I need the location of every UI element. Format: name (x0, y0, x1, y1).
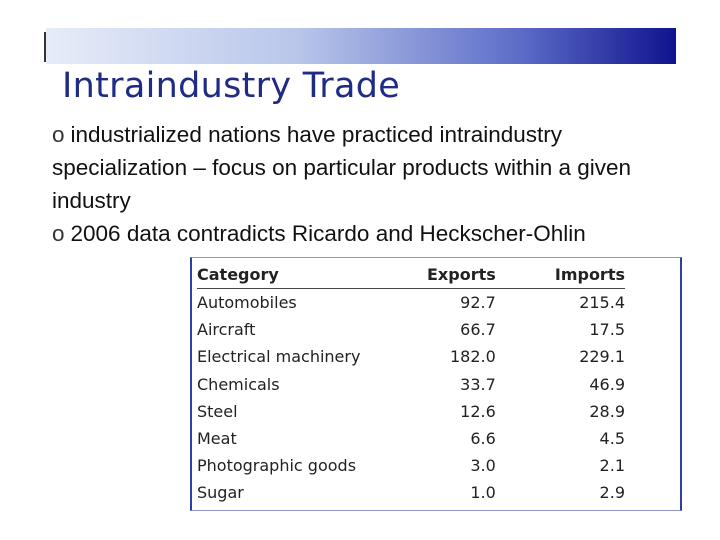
table-cell: 1.0 (470, 483, 496, 503)
table-cell: 12.6 (460, 401, 496, 421)
table-cell: 2.9 (599, 483, 625, 503)
header-bar (46, 28, 676, 64)
table-row: Aircraft 66.7 17.5 (197, 316, 625, 343)
table-cell: 92.7 (460, 293, 496, 313)
table-cell: 3.0 (470, 456, 496, 476)
table-cell: 33.7 (460, 374, 496, 394)
table-body: Automobiles 92.7 215.4 Aircraft 66.7 17.5 Elec… (197, 289, 625, 507)
slide-title: Intraindustry Trade (62, 66, 401, 106)
table-cell: 66.7 (460, 320, 496, 340)
table-cell: 6.6 (470, 429, 496, 449)
column-header: Imports (495, 260, 625, 289)
table: Category Exports Imports Automobiles 92.7 215… (197, 260, 625, 507)
bullet-text: 2006 data contradicts Ricardo and Hecksc… (70, 221, 586, 246)
table-row: Steel 12.6 28.9 (197, 398, 625, 425)
table-cell: 4.5 (599, 429, 625, 449)
table-cell: 17.5 (589, 320, 625, 340)
data-table: Category Exports Imports Automobiles 92.7 215… (190, 257, 682, 511)
table-cell: Electrical machinery (197, 347, 361, 367)
bullet-marker: o (52, 122, 65, 147)
table-cell: 229.1 (579, 347, 625, 367)
table-cell: 182.0 (449, 347, 496, 367)
table-row: Electrical machinery 182.0 229.1 (197, 343, 625, 370)
bullet-marker: o (52, 221, 65, 246)
table-cell: 215.4 (579, 293, 625, 313)
bullet: o 2006 data contradicts Ricardo and Hecks… (52, 217, 702, 250)
column-header: Exports (427, 260, 496, 289)
table-cell: Automobiles (197, 293, 297, 313)
table-cell: Steel (197, 401, 238, 421)
table-cell: Photographic goods (197, 456, 357, 476)
table-row: Automobiles 92.7 215.4 (197, 289, 625, 317)
table-cell: Aircraft (197, 320, 256, 340)
column-header: Category (197, 260, 427, 289)
table-row: Chemicals 33.7 46.9 (197, 371, 625, 398)
table-row: Meat 6.6 4.5 (197, 425, 625, 452)
bullet-text: industrialized nations have practiced in… (52, 122, 632, 213)
table-row: Photographic goods 3.0 2.1 (197, 452, 625, 479)
header-edge (44, 32, 46, 62)
table-row: Sugar 1.0 2.9 (197, 479, 625, 506)
bullet-list: o industrialized nations have practiced i… (52, 118, 702, 250)
table-cell: 46.9 (589, 374, 625, 394)
table-cell: Meat (197, 429, 237, 449)
table-cell: Chemicals (197, 374, 280, 394)
header-row: Category Exports Imports (197, 260, 625, 289)
bullet: o industrialized nations have practiced i… (52, 118, 702, 217)
table-cell: 28.9 (589, 401, 625, 421)
table-cell: Sugar (197, 483, 244, 503)
table-cell: 2.1 (599, 456, 625, 476)
